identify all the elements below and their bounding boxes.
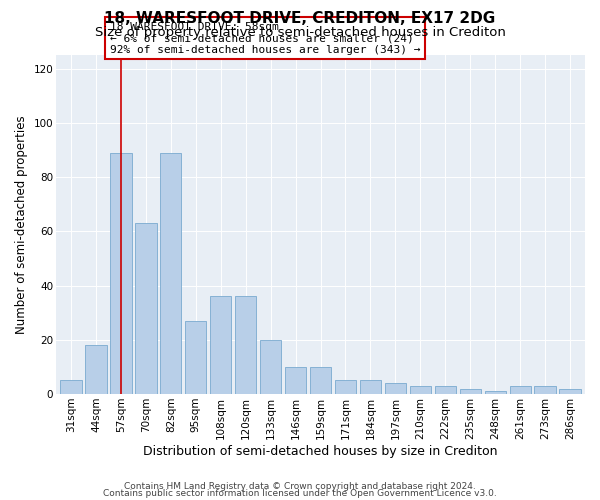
Bar [210, 296, 232, 394]
Bar [260, 340, 281, 394]
Bar [135, 223, 157, 394]
Bar [85, 345, 107, 394]
Bar [460, 388, 481, 394]
Bar [110, 152, 131, 394]
Bar [385, 383, 406, 394]
Y-axis label: Number of semi-detached properties: Number of semi-detached properties [15, 115, 28, 334]
Text: Contains HM Land Registry data © Crown copyright and database right 2024.: Contains HM Land Registry data © Crown c… [124, 482, 476, 491]
Text: Contains public sector information licensed under the Open Government Licence v3: Contains public sector information licen… [103, 490, 497, 498]
Bar [360, 380, 381, 394]
Bar [235, 296, 256, 394]
Text: Size of property relative to semi-detached houses in Crediton: Size of property relative to semi-detach… [95, 26, 505, 39]
Bar [160, 152, 181, 394]
Bar [485, 392, 506, 394]
Bar [559, 388, 581, 394]
Text: 18, WARESFOOT DRIVE, CREDITON, EX17 2DG: 18, WARESFOOT DRIVE, CREDITON, EX17 2DG [104, 11, 496, 26]
Bar [285, 367, 306, 394]
Bar [185, 321, 206, 394]
Bar [410, 386, 431, 394]
Bar [434, 386, 456, 394]
X-axis label: Distribution of semi-detached houses by size in Crediton: Distribution of semi-detached houses by … [143, 444, 498, 458]
Bar [335, 380, 356, 394]
Bar [310, 367, 331, 394]
Bar [509, 386, 531, 394]
Bar [61, 380, 82, 394]
Bar [535, 386, 556, 394]
Text: 18 WARESFOOT DRIVE: 58sqm
← 6% of semi-detached houses are smaller (24)
92% of s: 18 WARESFOOT DRIVE: 58sqm ← 6% of semi-d… [110, 22, 420, 55]
